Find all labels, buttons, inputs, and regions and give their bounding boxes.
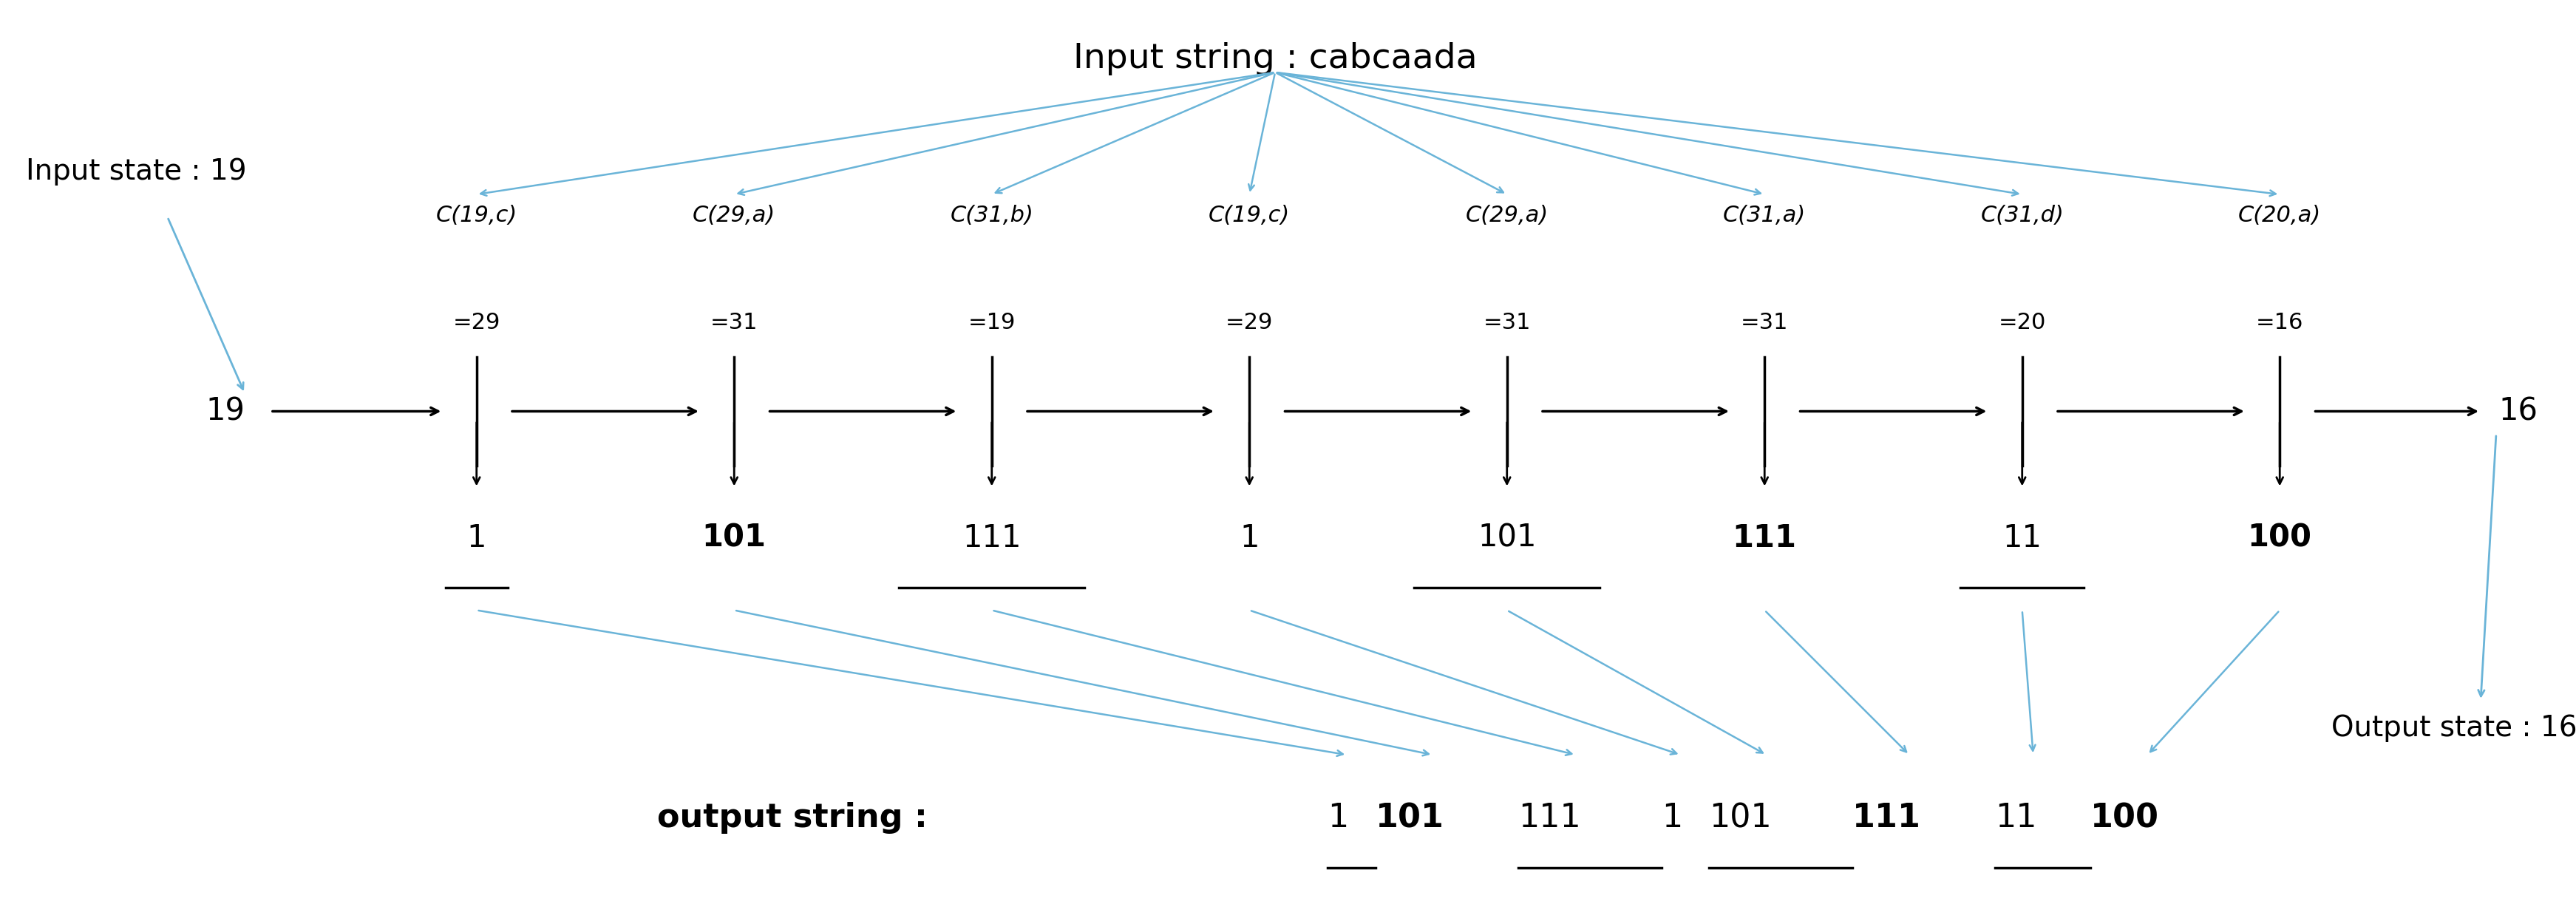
Text: 101: 101 xyxy=(1376,802,1445,834)
Text: 11: 11 xyxy=(2002,523,2043,553)
Text: =31: =31 xyxy=(1484,312,1530,334)
Text: 16: 16 xyxy=(2499,396,2537,427)
Text: Input string : cabcaada: Input string : cabcaada xyxy=(1074,42,1476,75)
Text: 100: 100 xyxy=(2089,802,2159,834)
Text: 1: 1 xyxy=(466,523,487,553)
Text: C(31,d): C(31,d) xyxy=(1981,204,2063,226)
Text: output string :: output string : xyxy=(657,802,938,834)
Text: 111: 111 xyxy=(1734,523,1795,553)
Text: 111: 111 xyxy=(963,523,1020,553)
Text: =31: =31 xyxy=(711,312,757,334)
Text: Output state : 16: Output state : 16 xyxy=(2331,713,2576,742)
Text: =20: =20 xyxy=(1999,312,2045,334)
Text: C(31,a): C(31,a) xyxy=(1723,204,1806,226)
Text: C(20,a): C(20,a) xyxy=(2239,204,2321,226)
Text: C(29,a): C(29,a) xyxy=(693,204,775,226)
Text: 1: 1 xyxy=(1239,523,1260,553)
Text: 1: 1 xyxy=(1327,802,1350,834)
Text: C(19,c): C(19,c) xyxy=(1208,204,1291,226)
Text: 111: 111 xyxy=(1517,802,1582,834)
Text: =29: =29 xyxy=(1226,312,1273,334)
Text: C(19,c): C(19,c) xyxy=(435,204,518,226)
Text: 101: 101 xyxy=(703,523,765,553)
Text: 101: 101 xyxy=(1708,802,1772,834)
Text: 1: 1 xyxy=(1662,802,1682,834)
Text: =29: =29 xyxy=(453,312,500,334)
Text: Input state : 19: Input state : 19 xyxy=(26,157,247,186)
Text: 19: 19 xyxy=(206,396,245,427)
Text: =19: =19 xyxy=(969,312,1015,334)
Text: 101: 101 xyxy=(1479,523,1535,553)
Text: C(29,a): C(29,a) xyxy=(1466,204,1548,226)
Text: 111: 111 xyxy=(1852,802,1922,834)
Text: =16: =16 xyxy=(2257,312,2303,334)
Text: C(31,b): C(31,b) xyxy=(951,204,1033,226)
Text: 100: 100 xyxy=(2249,523,2311,553)
Text: 11: 11 xyxy=(1994,802,2038,834)
Text: =31: =31 xyxy=(1741,312,1788,334)
